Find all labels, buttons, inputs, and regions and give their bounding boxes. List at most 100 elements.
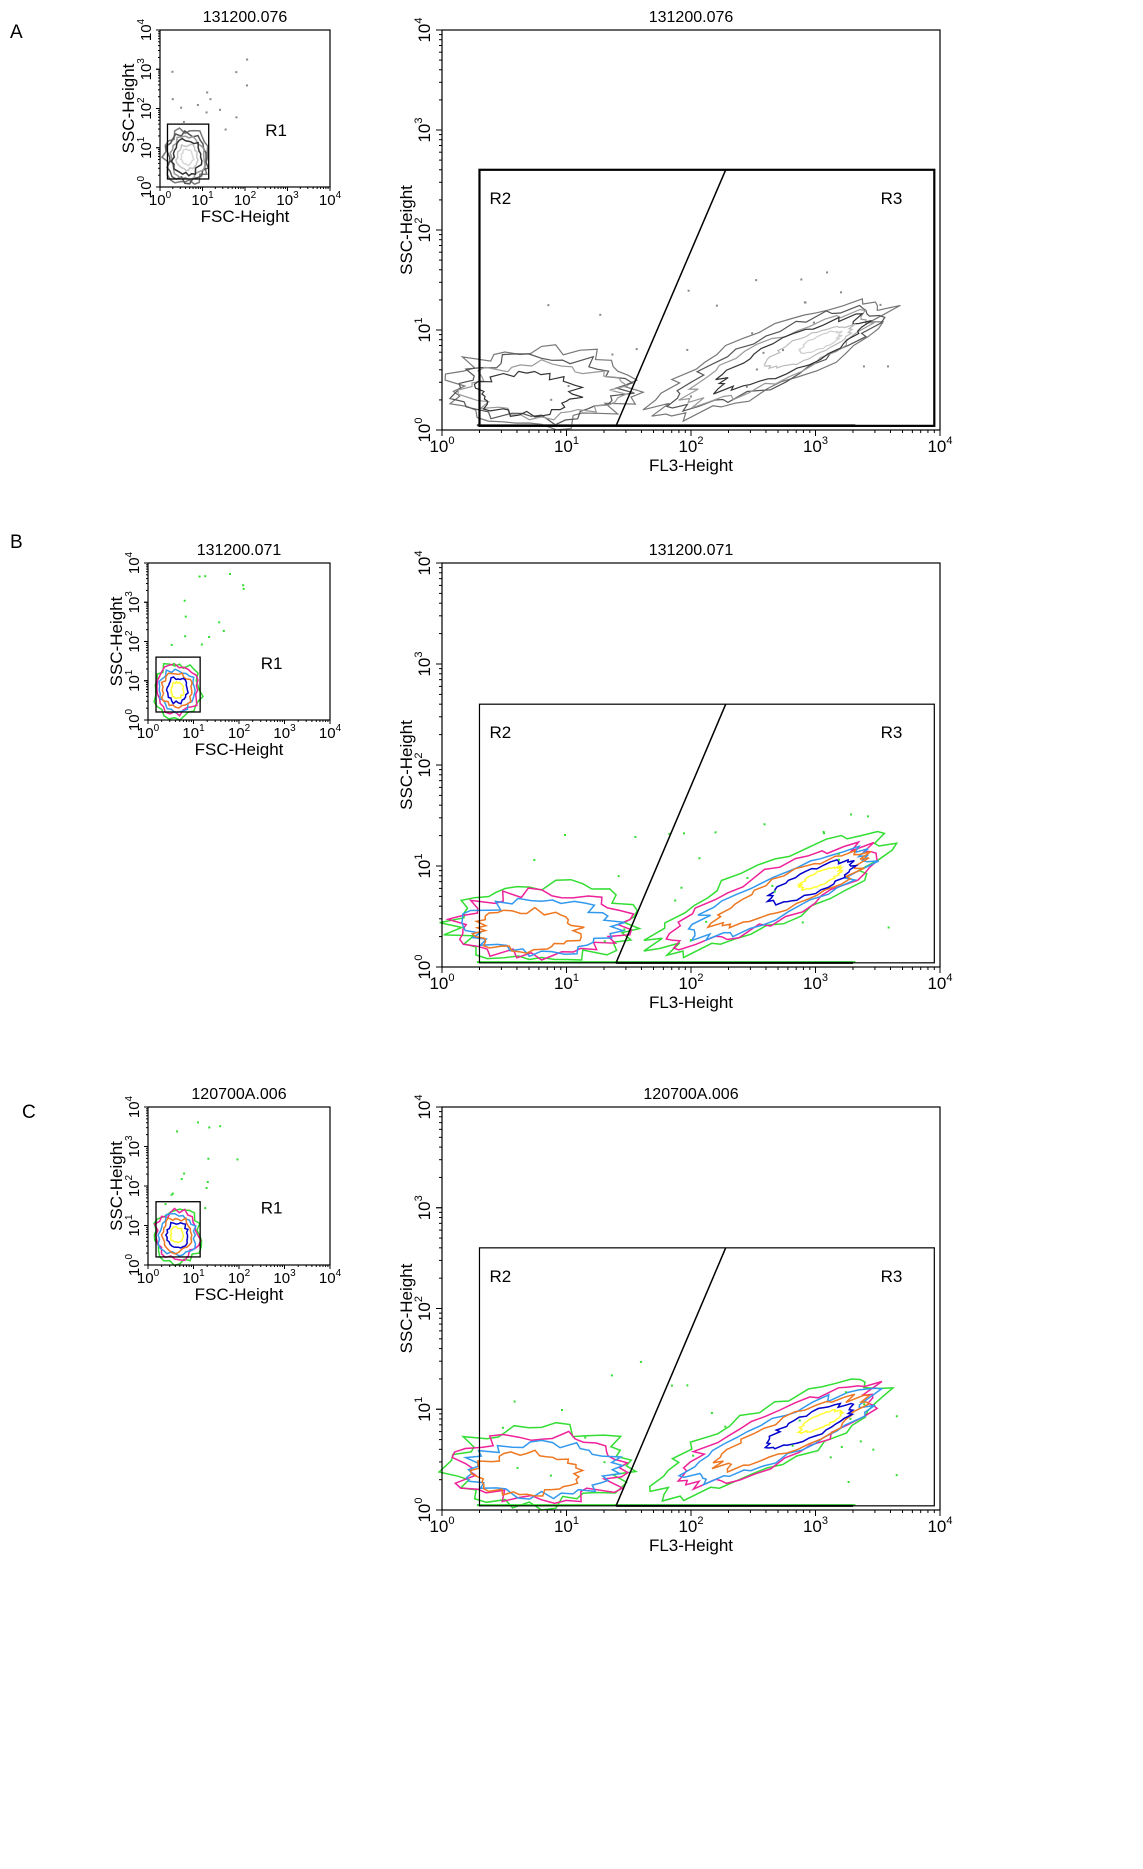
x-axis-label: FSC-Height [201,207,290,226]
contour-line [160,127,209,185]
contour-line [643,830,899,959]
region-label-r2: R2 [489,189,511,208]
contour-line [765,858,859,906]
tick-label: 101 [124,669,143,692]
tick-label: 101 [554,435,579,456]
contour-line [461,897,626,958]
tick-label: 101 [413,317,434,342]
region-label-r2: R2 [489,1267,511,1286]
gate-divider [615,703,727,964]
event-point [218,621,221,624]
gate-r1-box [155,656,201,713]
tick-label: 103 [803,1515,828,1536]
event-point [208,1126,211,1129]
event-point [803,301,806,304]
contour-line [711,1393,871,1474]
x-axis-label: FL3-Height [649,993,733,1012]
tick-label: 102 [228,723,251,742]
gate-r2-r3-box [478,1247,935,1507]
event-point [617,875,620,878]
event-point [692,1454,695,1457]
event-point [222,629,225,632]
event-point [501,1426,504,1429]
tick-label: 104 [319,190,342,209]
contour-line [160,672,193,709]
y-axis-label: SSC-Height [397,1263,416,1353]
tick-label: 101 [413,853,434,878]
event-point [236,1158,239,1161]
contour-line [665,304,886,413]
plot-title: 120700A.006 [191,1086,286,1103]
plot-title: 131200.076 [203,9,288,26]
tick-label: 103 [276,190,299,209]
event-point [205,111,208,114]
tick-label: 102 [413,1296,434,1321]
tick-label: 100 [413,417,434,442]
tick-label: 104 [413,550,434,575]
contour-line [165,676,189,705]
event-point [872,1448,875,1451]
contour-line [642,297,901,423]
panel-letter: C [22,1102,36,1123]
contour-line [705,849,872,929]
tick-label: 101 [413,1397,434,1422]
event-point [184,635,187,638]
event-point [171,98,174,101]
event-point [849,1417,852,1420]
tick-label: 103 [413,651,434,676]
plot-title: 120700A.006 [643,1086,738,1103]
x-axis-label: FL3-Height [649,456,733,475]
event-point [859,1440,862,1443]
event-point [687,289,690,292]
tick-label: 101 [136,136,155,159]
event-point [219,108,222,111]
event-point [610,1374,613,1377]
tick-label: 104 [927,1515,952,1536]
event-point [219,1125,222,1128]
tick-label: 101 [554,1515,579,1536]
event-point [840,1445,843,1448]
event-point [170,643,173,646]
tick-label: 100 [429,972,454,993]
plot-title: 131200.071 [197,542,282,559]
event-point [863,1403,866,1406]
tick-label: 101 [124,1214,143,1237]
event-point [762,351,765,354]
event-point [812,321,815,324]
event-point [850,813,853,816]
tick-label: 103 [136,58,155,81]
event-point [867,815,870,818]
contour-line [169,135,206,181]
event-point [603,1461,606,1464]
tick-label: 104 [136,18,155,41]
y-axis-label: SSC-Height [107,1141,126,1231]
tick-label: 104 [124,551,143,574]
event-point [623,928,626,931]
plot-frame [147,562,331,721]
contour-line [712,313,872,395]
event-point [196,103,199,106]
tick-label: 103 [273,1268,296,1287]
contour-line [153,1208,203,1267]
event-point [724,1425,727,1428]
tick-label: 102 [136,97,155,120]
tick-label: 104 [319,723,342,742]
tick-label: 104 [927,972,952,993]
event-point [635,348,638,351]
region-label-r2: R2 [489,723,511,742]
event-point [170,1193,173,1196]
contour-line [678,308,875,409]
gate-r1-box [155,1201,201,1258]
event-point [639,1360,642,1363]
contour-line [179,147,195,166]
event-point [674,899,677,902]
tick-label: 104 [927,435,952,456]
tick-label: 100 [413,1497,434,1522]
contour-line [451,1430,630,1505]
event-point [204,575,207,578]
